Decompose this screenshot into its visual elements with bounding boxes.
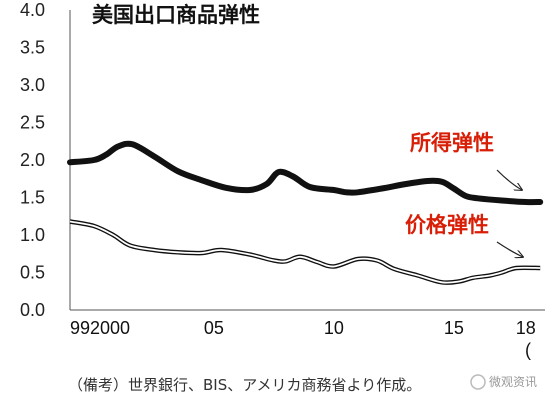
price-elasticity-line-inner: [69, 220, 541, 284]
annotation-income: 所得弹性: [410, 131, 494, 155]
y-tick-label: 1.0: [20, 225, 45, 245]
y-tick-label: 2.5: [20, 113, 45, 133]
y-tick-label: 3.0: [20, 75, 45, 95]
x-tick-label: 99: [70, 318, 90, 338]
income-elasticity-line: [67, 140, 544, 206]
y-tick-label: 0.0: [20, 300, 45, 320]
source-note: （備考）世界銀行、BIS、アメリカ商務省より作成。: [68, 376, 421, 394]
watermark-text: 微观资讯: [489, 375, 537, 389]
series-layer: [67, 140, 544, 285]
stray-paren-mark: (: [525, 340, 531, 360]
y-tick-label: 0.5: [20, 263, 45, 283]
watermark: 微观资讯: [470, 374, 537, 390]
y-tick-labels: 4.0 3.5 3.0 2.5 2.0 1.5 1.0 0.5 0.0: [20, 0, 45, 320]
x-tick-label: 2000: [90, 318, 130, 338]
y-tick-label: 3.5: [20, 38, 45, 58]
x-tick-label: 10: [324, 318, 344, 338]
series-line-1: [69, 219, 541, 285]
chart-title: 美国出口商品弹性: [92, 3, 260, 27]
annotation-price-arrow: [496, 241, 523, 257]
watermark-icon: [470, 374, 486, 390]
series-line-0: [67, 140, 544, 206]
y-tick-label: 4.0: [20, 0, 45, 20]
annotation-price: 价格弹性: [405, 213, 489, 237]
x-tick-label: 15: [444, 318, 464, 338]
x-tick-labels: 99 2000 05 10 15 18: [70, 318, 536, 338]
x-tick-label: 18: [516, 318, 536, 338]
y-tick-label: 1.5: [20, 188, 45, 208]
x-tick-label: 05: [204, 318, 224, 338]
y-tick-label: 2.0: [20, 150, 45, 170]
annotation-income-arrow: [496, 169, 522, 190]
